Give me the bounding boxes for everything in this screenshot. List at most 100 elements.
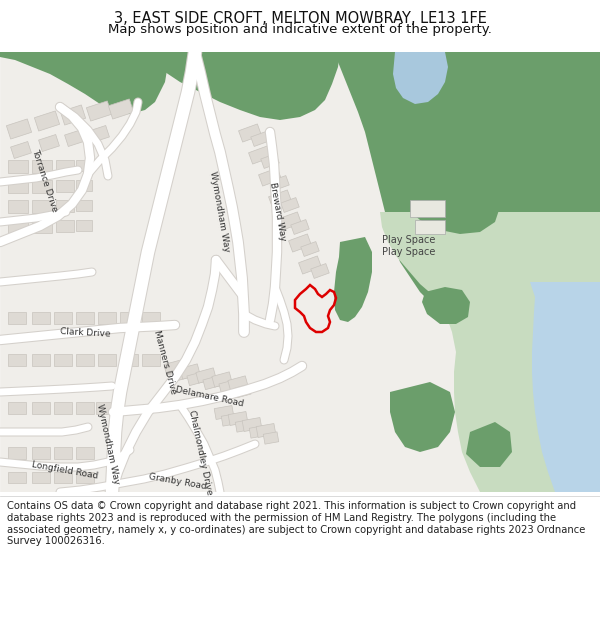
Polygon shape	[415, 220, 445, 234]
Polygon shape	[164, 360, 184, 375]
Text: Wymondham Way: Wymondham Way	[208, 171, 232, 253]
Polygon shape	[301, 242, 319, 256]
Polygon shape	[289, 234, 311, 252]
Text: 3, EAST SIDE CROFT, MELTON MOWBRAY, LE13 1FE: 3, EAST SIDE CROFT, MELTON MOWBRAY, LE13…	[113, 11, 487, 26]
Text: Chalmondley Drive: Chalmondley Drive	[187, 409, 214, 495]
Polygon shape	[249, 426, 265, 438]
Polygon shape	[8, 160, 28, 173]
Polygon shape	[54, 354, 72, 366]
Polygon shape	[8, 402, 26, 414]
Polygon shape	[330, 52, 600, 492]
Polygon shape	[11, 141, 31, 159]
Polygon shape	[32, 402, 50, 414]
Polygon shape	[142, 312, 160, 324]
Polygon shape	[8, 200, 28, 213]
Text: Map shows position and indicative extent of the property.: Map shows position and indicative extent…	[108, 23, 492, 36]
Polygon shape	[259, 168, 281, 186]
Polygon shape	[76, 160, 92, 171]
Text: Granby Road: Granby Road	[148, 472, 208, 491]
Polygon shape	[56, 220, 74, 232]
Polygon shape	[54, 402, 72, 414]
Polygon shape	[8, 180, 28, 193]
Polygon shape	[311, 264, 329, 278]
Polygon shape	[32, 160, 52, 173]
Polygon shape	[86, 101, 112, 121]
Polygon shape	[299, 256, 322, 274]
Polygon shape	[380, 212, 600, 492]
Polygon shape	[32, 472, 50, 483]
Polygon shape	[76, 447, 94, 459]
Polygon shape	[269, 190, 292, 208]
Text: Manners Drive: Manners Drive	[152, 329, 178, 395]
Polygon shape	[76, 220, 92, 231]
Polygon shape	[61, 105, 86, 125]
Polygon shape	[120, 354, 138, 366]
Polygon shape	[56, 160, 74, 172]
Polygon shape	[54, 472, 72, 483]
Polygon shape	[271, 176, 289, 191]
Polygon shape	[242, 418, 262, 431]
Polygon shape	[422, 287, 470, 324]
Polygon shape	[334, 237, 372, 322]
Polygon shape	[32, 200, 52, 213]
Polygon shape	[256, 424, 276, 438]
Polygon shape	[155, 52, 340, 120]
Text: Breward Way: Breward Way	[268, 182, 287, 242]
Polygon shape	[203, 376, 219, 389]
Text: Play Space: Play Space	[382, 247, 436, 257]
Polygon shape	[228, 376, 248, 391]
Polygon shape	[390, 52, 600, 232]
Polygon shape	[98, 354, 116, 366]
Polygon shape	[466, 422, 512, 467]
Polygon shape	[196, 368, 216, 383]
Polygon shape	[248, 146, 271, 164]
Polygon shape	[171, 368, 187, 382]
Polygon shape	[395, 167, 500, 234]
Text: Play Space: Play Space	[382, 235, 436, 245]
Polygon shape	[120, 312, 138, 324]
Polygon shape	[235, 420, 251, 432]
Polygon shape	[76, 180, 92, 191]
Text: Contains OS data © Crown copyright and database right 2021. This information is : Contains OS data © Crown copyright and d…	[7, 501, 586, 546]
Polygon shape	[228, 411, 248, 426]
Polygon shape	[109, 99, 134, 119]
Polygon shape	[8, 312, 26, 324]
Polygon shape	[54, 312, 72, 324]
Polygon shape	[96, 402, 114, 414]
Polygon shape	[32, 180, 52, 193]
Polygon shape	[221, 414, 237, 426]
Polygon shape	[239, 124, 262, 142]
Polygon shape	[187, 372, 203, 386]
Text: Clark Drive: Clark Drive	[59, 327, 110, 339]
Text: Delamare Road: Delamare Road	[175, 386, 245, 409]
Polygon shape	[410, 200, 445, 217]
Text: Wymondham Way: Wymondham Way	[95, 403, 121, 485]
Polygon shape	[214, 406, 234, 419]
Polygon shape	[32, 354, 50, 366]
Polygon shape	[76, 200, 92, 211]
Polygon shape	[261, 154, 279, 168]
Polygon shape	[76, 354, 94, 366]
Polygon shape	[76, 312, 94, 324]
Polygon shape	[76, 402, 94, 414]
Polygon shape	[8, 472, 26, 483]
Polygon shape	[8, 220, 28, 233]
Text: Longfield Road: Longfield Road	[31, 460, 99, 480]
Polygon shape	[56, 180, 74, 192]
Polygon shape	[212, 372, 232, 387]
Polygon shape	[76, 472, 94, 483]
Polygon shape	[142, 354, 160, 366]
Polygon shape	[56, 200, 74, 212]
Polygon shape	[8, 447, 26, 459]
Polygon shape	[32, 447, 50, 459]
Polygon shape	[530, 282, 600, 492]
Polygon shape	[281, 198, 299, 212]
Text: Torrance Drive: Torrance Drive	[31, 148, 59, 213]
Polygon shape	[180, 364, 200, 379]
Polygon shape	[65, 129, 85, 146]
Polygon shape	[0, 52, 170, 114]
Polygon shape	[251, 132, 269, 146]
Polygon shape	[7, 119, 32, 139]
Polygon shape	[38, 134, 59, 151]
Polygon shape	[219, 381, 235, 394]
